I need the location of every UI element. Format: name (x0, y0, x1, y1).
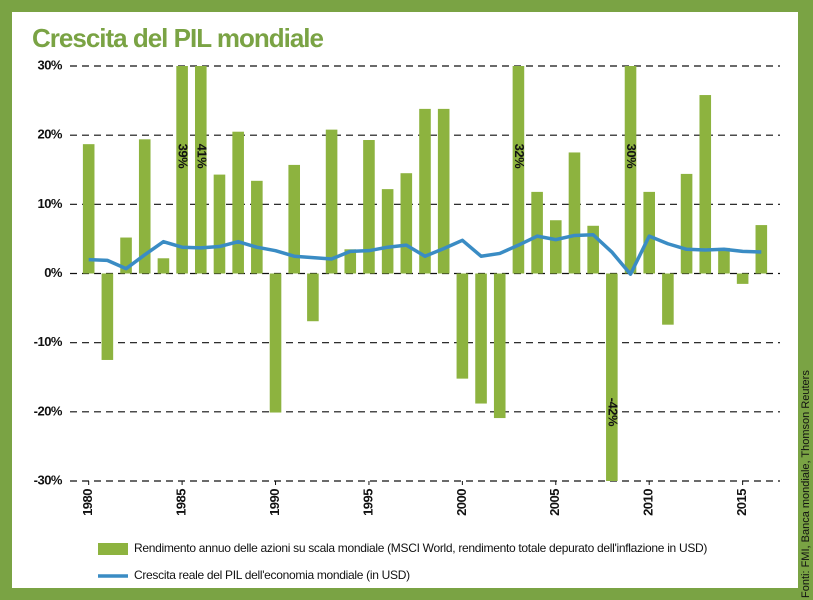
bar (493, 273, 506, 419)
bar (531, 191, 543, 274)
bar (176, 66, 188, 274)
legend-label: Rendimento annuo delle azioni su scala m… (134, 541, 707, 555)
bar (755, 225, 768, 274)
bar (232, 131, 244, 274)
bar (400, 173, 413, 274)
bar (736, 273, 749, 284)
bar (437, 108, 450, 274)
bar (606, 273, 618, 481)
value-label: 39% (176, 144, 191, 169)
panel (12, 12, 798, 588)
y-tick-label: -20% (34, 403, 63, 418)
bar (512, 66, 525, 274)
bar (288, 164, 301, 274)
bar (624, 66, 637, 274)
y-tick-label: -30% (34, 472, 63, 487)
y-tick-label: -10% (34, 334, 63, 349)
bar (213, 174, 226, 274)
x-tick-label: 2010 (641, 489, 656, 516)
x-tick-label: 1985 (174, 489, 189, 516)
value-label: -42% (605, 398, 620, 427)
bar (307, 273, 319, 322)
bar (101, 273, 114, 360)
bar (680, 173, 693, 274)
x-tick-label: 1995 (360, 489, 375, 516)
y-tick-label: 0% (44, 265, 63, 280)
plot-area (82, 66, 768, 481)
bar (269, 273, 282, 413)
x-tick-label: 2005 (547, 489, 562, 516)
bar (568, 152, 581, 274)
y-tick-label: 20% (37, 127, 62, 142)
bar (82, 144, 95, 274)
bar (251, 180, 263, 274)
value-label: 32% (512, 144, 527, 169)
bar (381, 189, 394, 274)
bar (194, 66, 207, 274)
x-tick-label: 1990 (267, 489, 282, 516)
bar (549, 220, 562, 274)
bar (643, 191, 656, 274)
bar (157, 258, 170, 274)
source: Fonti: FMI, Banca mondiale, Thomson Reut… (800, 370, 812, 598)
chart-title: Crescita del PIL mondiale (32, 23, 324, 53)
x-tick-label: 2015 (734, 489, 749, 516)
bar (587, 225, 599, 274)
y-tick-label: 10% (37, 196, 62, 211)
bar (363, 140, 375, 274)
bar (325, 129, 338, 274)
value-label: 30% (624, 144, 639, 169)
bar (419, 108, 431, 274)
x-tick-label: 2000 (454, 489, 469, 516)
bar (344, 249, 357, 274)
x-tick-label: 1980 (80, 489, 95, 516)
bar (699, 95, 712, 274)
line (88, 233, 762, 276)
bar (456, 273, 469, 379)
bar (662, 273, 674, 325)
legend-label: Crescita reale del PIL dell'economia mon… (134, 568, 410, 582)
legend-swatch (98, 543, 128, 555)
bar (475, 273, 487, 404)
bar (718, 247, 730, 274)
bar (120, 237, 132, 274)
bar (138, 139, 151, 274)
value-label: 41% (194, 144, 209, 169)
y-tick-label: 30% (37, 57, 62, 72)
